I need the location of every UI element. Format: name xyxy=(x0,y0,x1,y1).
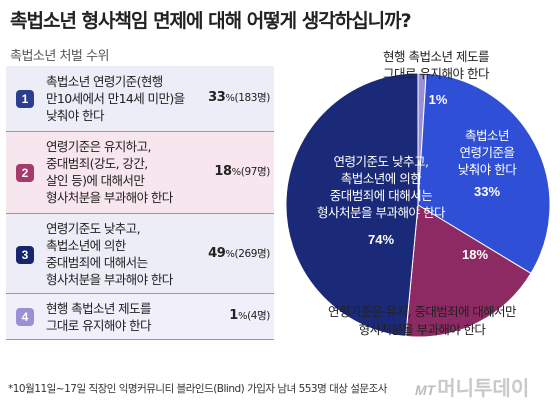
option-label-2: 연령기준은 유지하고, 중대범죄(강도, 강간, 살인 등)에 대해서만 형사처… xyxy=(46,139,173,205)
option-value-2: 18%(97명) xyxy=(214,164,270,179)
option-value-3: 49%(269명) xyxy=(208,246,270,261)
pie-value-label-74pct: 74% xyxy=(368,232,394,247)
option-list: 1 촉법소년 연령기준(현행 만10세에서 만14세 미만)을 낮춰야 한다 3… xyxy=(6,66,274,340)
publisher-logo: MT 머니투데이 xyxy=(415,372,529,401)
option-label-1: 촉법소년 연령기준(현행 만10세에서 만14세 미만)을 낮춰야 한다 xyxy=(46,74,185,123)
option-badge-2: 2 xyxy=(16,164,34,182)
option-count-4: (4명) xyxy=(247,310,270,322)
page-title: 촉법소년 형사책임 면제에 대해 어떻게 생각하십니까? xyxy=(10,10,412,32)
pie-value-label-33pct: 33% xyxy=(474,184,500,199)
option-count-3: (269명) xyxy=(234,248,271,260)
pie-slice-serious-crime-only xyxy=(405,204,532,338)
option-row-1: 1 촉법소년 연령기준(현행 만10세에서 만14세 미만)을 낮춰야 한다 3… xyxy=(6,66,274,132)
pie-callout-top: 현행 촉법소년 제도를 그대로 유지해야 한다 xyxy=(383,49,490,81)
pie-value-label-18pct: 18% xyxy=(462,247,488,262)
option-count-1: (183명) xyxy=(234,92,271,104)
footnote: *10월11일~17일 직장인 익명커뮤니티 블라인드(Blind) 가입자 남… xyxy=(8,383,387,395)
option-value-4: 1%(4명) xyxy=(229,308,270,323)
option-badge-1: 1 xyxy=(16,90,34,108)
option-percent-1: 33 xyxy=(208,90,226,105)
subtitle: 촉법소년 처벌 수위 xyxy=(10,49,109,64)
option-percent-unit-2: % xyxy=(231,167,242,178)
option-badge-3: 3 xyxy=(16,246,34,264)
option-label-4: 현행 촉법소년 제도를 그대로 유지해야 한다 xyxy=(46,301,151,333)
pie-slice-lower-age xyxy=(417,72,551,275)
option-count-2: (97명) xyxy=(240,166,271,178)
option-percent-2: 18 xyxy=(214,164,232,179)
pie-slice-lower-age-and-serious xyxy=(285,72,419,337)
option-percent-3: 49 xyxy=(208,246,226,261)
logo-mark: MT xyxy=(415,382,436,398)
option-percent-unit-1: % xyxy=(225,93,235,104)
option-row-2: 2 연령기준은 유지하고, 중대범죄(강도, 강간, 살인 등)에 대해서만 형… xyxy=(6,132,274,214)
pie-inner-label-lower-age: 촉법소년 연령기준을 낮춰야 한다 xyxy=(458,128,517,177)
option-percent-4: 1 xyxy=(229,308,238,323)
option-percent-unit-3: % xyxy=(225,249,235,260)
option-badge-4: 4 xyxy=(16,308,34,326)
option-label-3: 연령기준도 낮추고, 촉법소년에 의한 중대범죄에 대해서는 형사처분을 부과해… xyxy=(46,221,173,287)
option-value-1: 33%(183명) xyxy=(208,90,270,105)
option-percent-unit-4: % xyxy=(237,311,248,322)
pie-value-label-1pct: 1% xyxy=(429,92,448,107)
pie-callout-bottom: 연령기준은 유지, 중대범죄에 대해서만 형사처분을 부과해야 한다 xyxy=(328,304,517,337)
option-row-3: 3 연령기준도 낮추고, 촉법소년에 의한 중대범죄에 대해서는 형사처분을 부… xyxy=(6,214,274,294)
option-row-4: 4 현행 촉법소년 제도를 그대로 유지해야 한다 1%(4명) xyxy=(6,294,274,340)
pie-inner-label-lower-age-and-serious: 연령기준도 낮추고, 촉법소년에 의한 중대범죄에 대해서는 형사처분을 부과해야 한… xyxy=(317,154,446,220)
logo-name: 머니투데이 xyxy=(437,378,530,400)
